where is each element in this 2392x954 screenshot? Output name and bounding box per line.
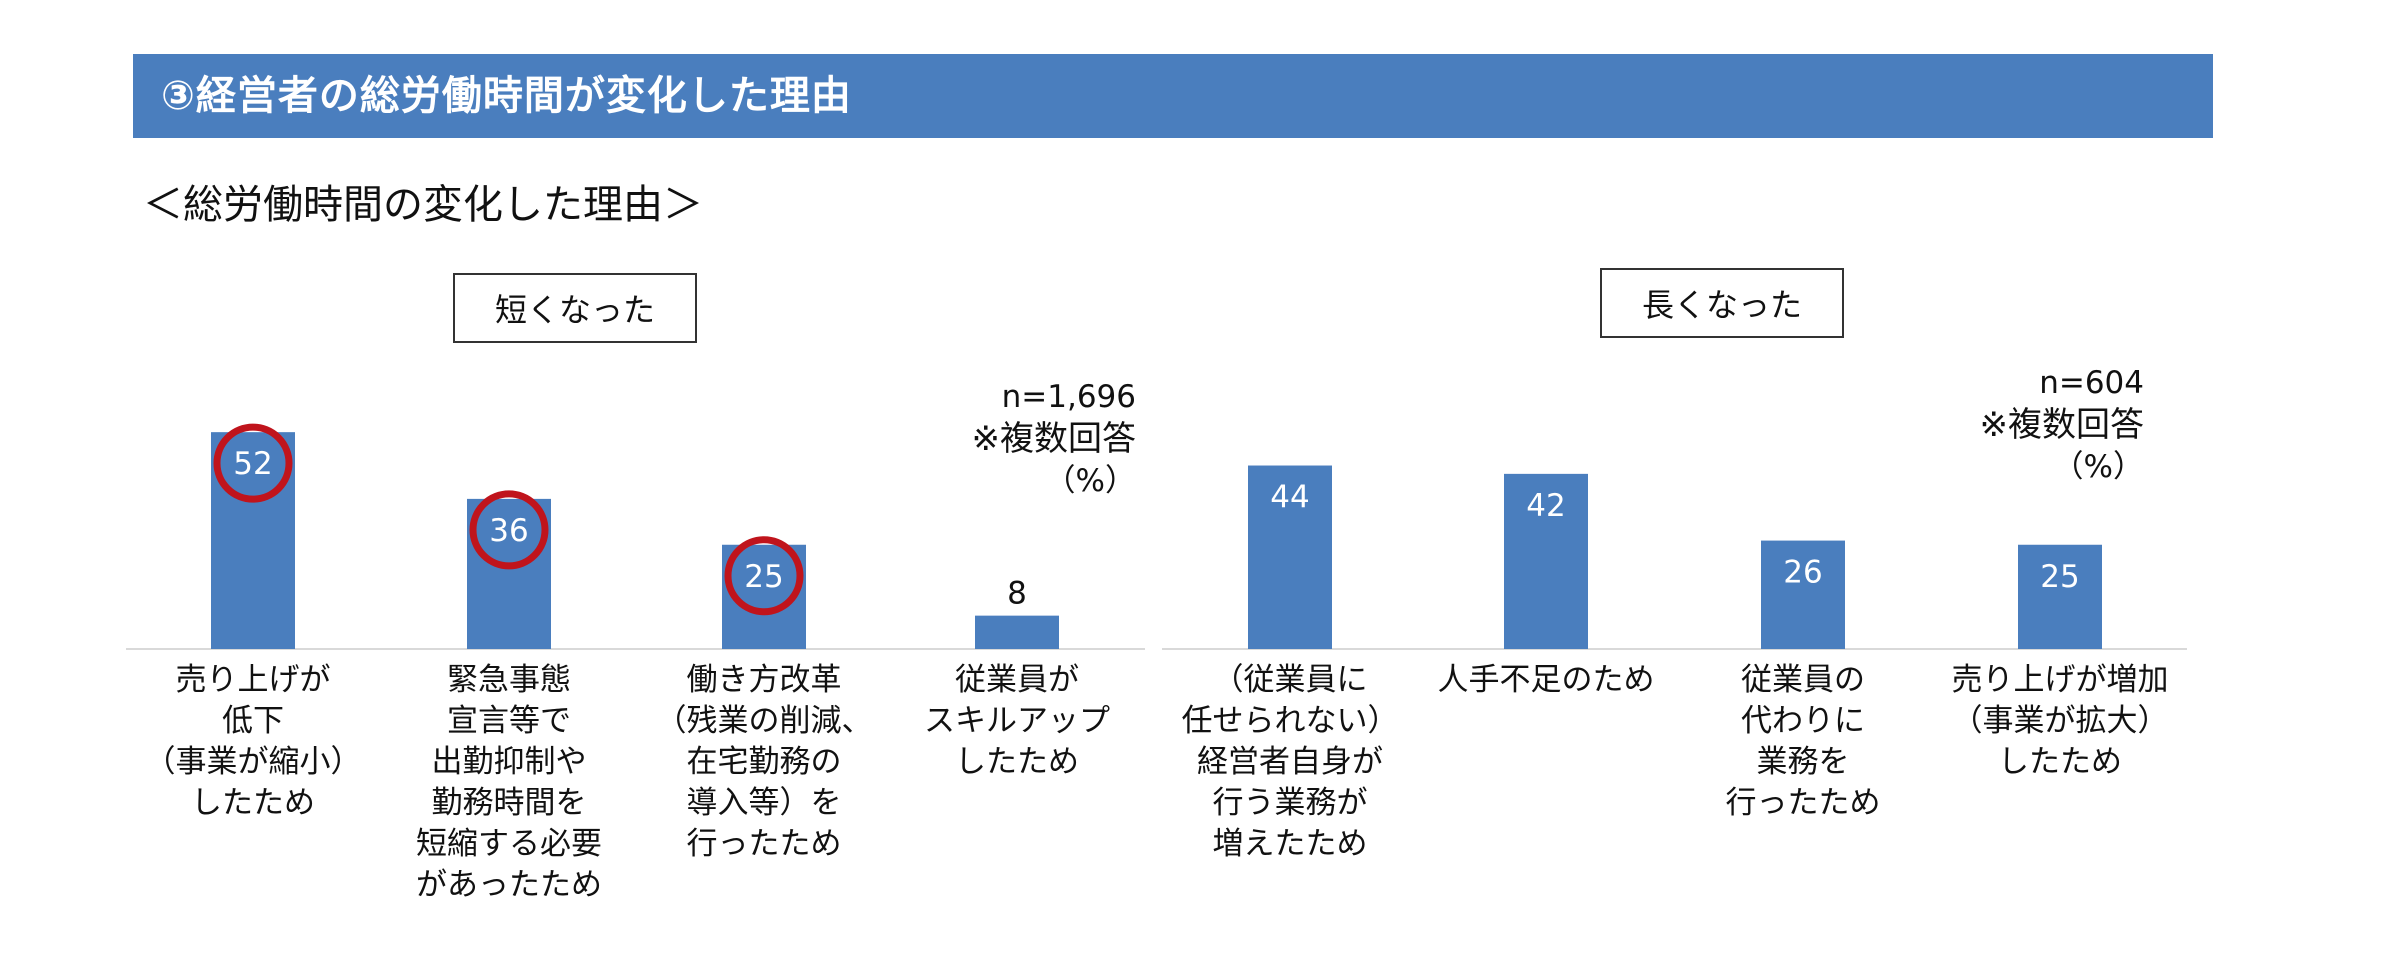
long-category-label-1: （従業員に 任せられない） 経営者自身が 行う業務が 増えたため bbox=[1181, 662, 1399, 862]
header-bar: ③経営者の総労働時間が変化した理由 bbox=[133, 54, 2213, 138]
long-value-label-4: 25 bbox=[2040, 559, 2079, 595]
short-value-label-4: 8 bbox=[1007, 576, 1027, 612]
long-unit-label: （%） bbox=[2052, 449, 2144, 485]
long-value-label-2: 42 bbox=[1526, 488, 1565, 524]
short-group-title: 短くなった bbox=[453, 273, 697, 343]
chart-subtitle: ＜総労働時間の変化した理由＞ bbox=[143, 182, 703, 228]
short-value-label-3: 25 bbox=[744, 559, 783, 595]
short-highlight-circle-1 bbox=[213, 423, 293, 503]
short-category-label-1: 売り上げが 低下 （事業が縮小） したため bbox=[144, 662, 362, 821]
long-sample-size: n=604 bbox=[2039, 365, 2144, 401]
short-highlight-circle-2 bbox=[469, 490, 549, 570]
long-bar-1 bbox=[1248, 465, 1332, 649]
short-bar-1 bbox=[211, 432, 295, 649]
short-value-label-1: 52 bbox=[233, 446, 272, 482]
long-value-label-1: 44 bbox=[1270, 480, 1309, 516]
long-category-label-4: 売り上げが増加 （事業が拡大） したため bbox=[1951, 662, 2169, 780]
short-sample-size: n=1,696 bbox=[1001, 379, 1136, 415]
short-category-label-4: 従業員が スキルアップ したため bbox=[924, 662, 1110, 780]
long-group-title: 長くなった bbox=[1600, 268, 1844, 338]
long-value-label-3: 26 bbox=[1783, 555, 1822, 591]
short-multiple-answer-note: ※複数回答 bbox=[971, 419, 1137, 459]
short-category-label-2: 緊急事態 宣言等で 出勤抑制や 勤務時間を 短縮する必要 があったため bbox=[416, 662, 602, 903]
short-unit-label: （%） bbox=[1044, 463, 1136, 499]
page-title: ③経営者の総労働時間が変化した理由 bbox=[161, 73, 852, 119]
long-bar-3 bbox=[1761, 540, 1845, 649]
long-bar-4 bbox=[2018, 544, 2102, 649]
long-category-label-3: 従業員の 代わりに 業務を 行ったため bbox=[1725, 662, 1881, 821]
short-chart-meta: n=1,696 ※複数回答 （%） bbox=[972, 376, 1137, 502]
short-category-label-3: 働き方改革 （残業の削減、 在宅勤務の 導入等）を 行ったため bbox=[655, 662, 873, 862]
long-category-label-2: 人手不足のため bbox=[1437, 662, 1655, 698]
short-highlight-circle-3 bbox=[724, 536, 804, 616]
long-bar-2 bbox=[1504, 473, 1588, 649]
long-chart-meta: n=604 ※複数回答 （%） bbox=[1980, 362, 2145, 488]
short-bar-2 bbox=[467, 498, 551, 649]
short-value-label-2: 36 bbox=[489, 513, 528, 549]
short-bar-4 bbox=[975, 615, 1059, 649]
long-multiple-answer-note: ※複数回答 bbox=[1979, 405, 2145, 445]
